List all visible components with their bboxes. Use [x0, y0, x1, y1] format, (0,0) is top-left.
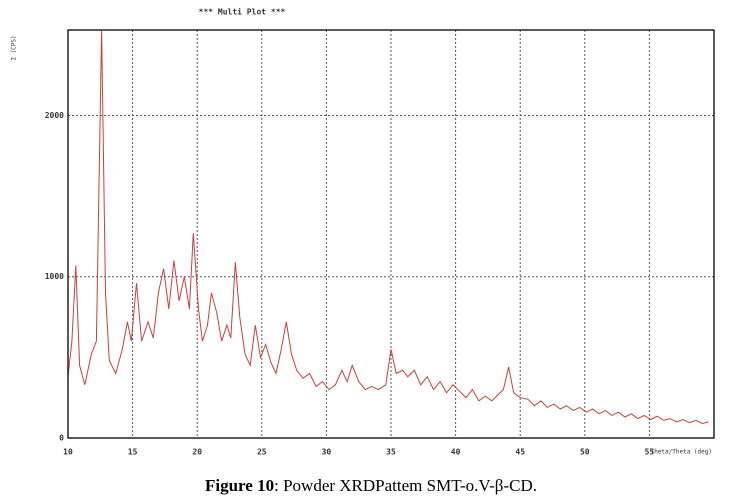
x-tick-label: 45 [515, 448, 525, 457]
chart: *** Multi Plot *** I (CPS) Theta/Theta (… [11, 7, 715, 457]
x-tick-label: 20 [192, 448, 202, 457]
caption-label: Figure 10 [205, 476, 275, 495]
y-tick-label: 0 [59, 434, 64, 443]
x-tick-label: 35 [386, 448, 396, 457]
x-tick-label: 40 [451, 448, 461, 457]
x-tick-label: 55 [645, 448, 655, 457]
x-axis-label: Theta/Theta (deg) [651, 449, 712, 456]
x-tick-label: 30 [322, 448, 332, 457]
data-line [67, 29, 709, 425]
chart-title: *** Multi Plot *** [199, 7, 286, 17]
x-tick-label: 10 [63, 448, 73, 457]
y-axis-label: I (CPS) [11, 35, 18, 60]
caption: Figure 10: Powder XRDPattem SMT-o.V-β-CD… [0, 476, 742, 496]
y-tick-label: 1000 [45, 272, 64, 281]
x-tick-label: 50 [580, 448, 590, 457]
x-tick-label: 15 [128, 448, 138, 457]
caption-text: : Powder XRDPattem SMT-o.V-β-CD. [274, 476, 537, 495]
x-tick-label: 25 [257, 448, 267, 457]
plot-frame [67, 29, 715, 439]
y-tick-label: 2000 [45, 111, 64, 120]
